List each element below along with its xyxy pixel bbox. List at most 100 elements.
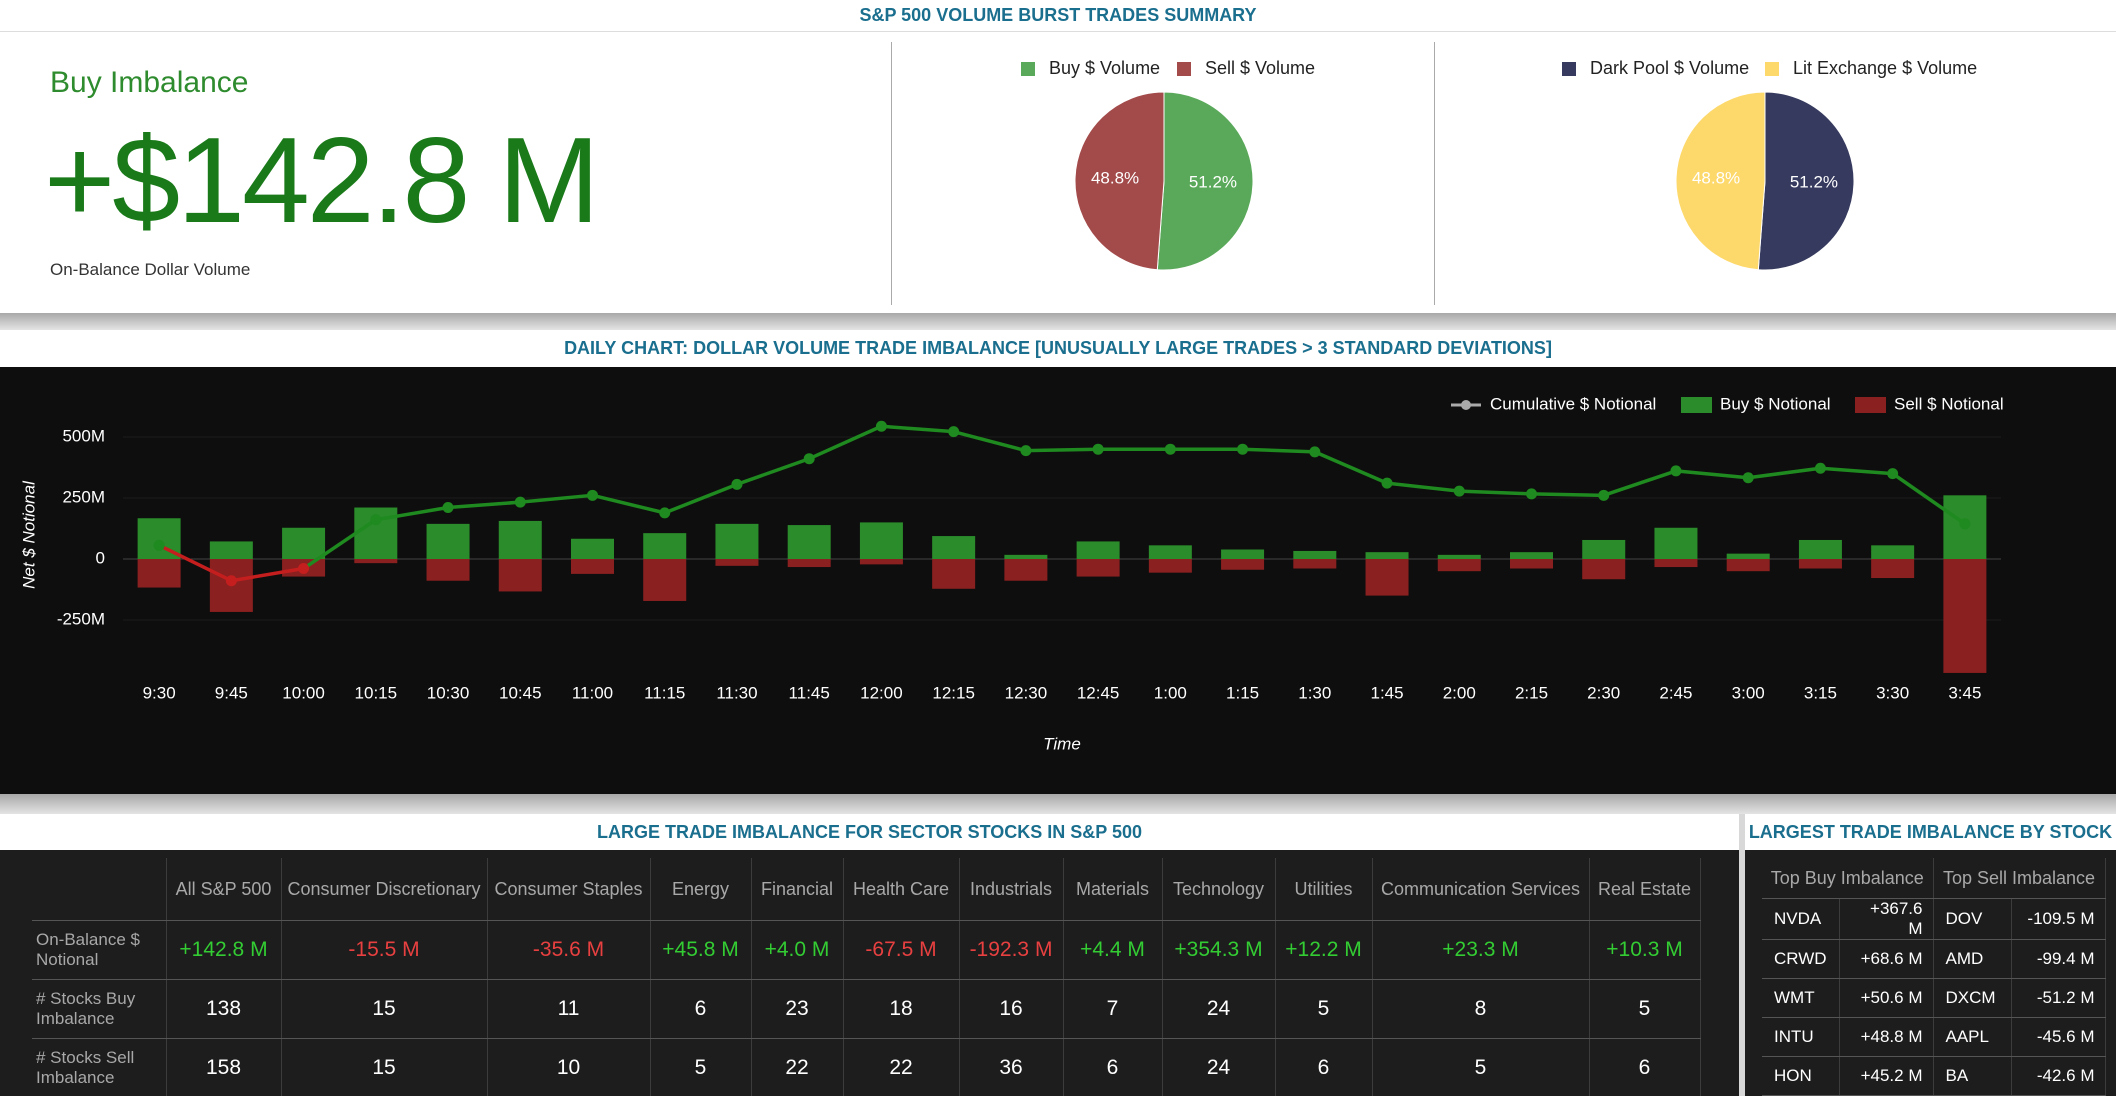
- pie-charts: 51.2% Buy $ Volume 48.8% Sell $ Volume 51.2%…: [1021, 58, 1977, 271]
- pie-slice: [1156, 91, 1254, 271]
- legend-label: Sell $ Volume: [1205, 58, 1315, 78]
- bar: [1654, 527, 1698, 559]
- bar: [787, 525, 831, 559]
- x-tick-label: 2:15: [1515, 683, 1548, 702]
- legend-swatch: [1562, 62, 1576, 76]
- separator: [0, 313, 2116, 330]
- line-point: [1526, 488, 1537, 500]
- line-segment: [1820, 466, 1893, 476]
- line-point: [1670, 465, 1682, 477]
- table-cell: 5: [1372, 1038, 1590, 1096]
- imbalance-cell: +50.6 M: [1839, 978, 1934, 1018]
- bar: [643, 533, 687, 559]
- line-segment: [447, 500, 521, 510]
- bar: [426, 559, 470, 581]
- bar: [1076, 541, 1120, 559]
- line-segment: [231, 566, 304, 583]
- table-cell: +23.3 M: [1372, 920, 1590, 980]
- bar: [1365, 552, 1409, 559]
- kpi-caption: On-Balance Dollar Volume: [50, 260, 251, 279]
- table-row: HON +45.2 M BA -42.6 M: [1762, 1056, 2106, 1096]
- line-segment: [1747, 466, 1821, 480]
- legend-label: Lit Exchange $ Volume: [1793, 58, 1977, 78]
- table-cell: 7: [1063, 979, 1163, 1039]
- bar: [1437, 559, 1481, 572]
- table-cell: +10.3 M: [1589, 920, 1701, 980]
- column-header: All S&P 500: [166, 858, 282, 921]
- table-cell: 36: [959, 1038, 1064, 1096]
- bar: [498, 559, 542, 592]
- line-segment: [1459, 489, 1532, 496]
- corner-cell: [32, 858, 167, 921]
- line-point: [1453, 485, 1465, 497]
- line-segment: [1025, 447, 1099, 453]
- imbalance-cell: +68.6 M: [1839, 939, 1934, 979]
- column-header: Utilities: [1275, 858, 1373, 921]
- legend-marker: [1461, 400, 1471, 410]
- x-tick-label: 9:45: [215, 683, 248, 702]
- separator: [0, 794, 2116, 814]
- table-cell: 22: [843, 1038, 960, 1096]
- summary-panel: Buy Imbalance +$142.8 M On-Balance Dolla…: [0, 32, 2116, 313]
- table-cell: +142.8 M: [166, 920, 282, 980]
- legend-swatch: [1177, 62, 1191, 76]
- line-point: [1742, 472, 1754, 484]
- ticker-cell: INTU: [1762, 1017, 1840, 1057]
- legend-swatch: [1765, 62, 1779, 76]
- line-point: [1092, 443, 1104, 455]
- table-cell: 8: [1372, 979, 1590, 1039]
- row-label: # Stocks Sell Imbalance: [32, 1038, 167, 1096]
- sector-title-bar: LARGE TRADE IMBALANCE FOR SECTOR STOCKS …: [0, 814, 1739, 850]
- table-cell: 6: [650, 979, 752, 1039]
- table-row: NVDA +367.6 M DOV -109.5 M: [1762, 898, 2106, 940]
- sector-panel: LARGE TRADE IMBALANCE FOR SECTOR STOCKS …: [0, 814, 1739, 1096]
- imbalance-cell: -51.2 M: [2011, 978, 2106, 1018]
- imbalance-cell: -42.6 M: [2011, 1056, 2106, 1096]
- legend-label: Cumulative $ Notional: [1490, 394, 1656, 413]
- line-point: [803, 453, 815, 465]
- bar: [1148, 559, 1192, 573]
- line-point: [1887, 468, 1899, 480]
- x-tick-label: 1:00: [1154, 683, 1187, 702]
- bar: [1871, 559, 1915, 579]
- line-point: [875, 420, 887, 432]
- stock-title: LARGEST TRADE IMBALANCE BY STOCK: [1748, 822, 2113, 842]
- x-tick-label: 12:30: [1005, 683, 1048, 702]
- line-segment: [1242, 447, 1315, 454]
- x-tick-label: 3:30: [1876, 683, 1909, 702]
- stock-panel: LARGEST TRADE IMBALANCE BY STOCK Top Buy…: [1745, 814, 2116, 1096]
- dashboard-title: S&P 500 VOLUME BURST TRADES SUMMARY: [859, 5, 1257, 25]
- table-cell: 16: [959, 979, 1064, 1039]
- table-cell: -15.5 M: [281, 920, 488, 980]
- bar: [498, 520, 542, 559]
- line-segment: [736, 457, 810, 486]
- sector-table: All S&P 500 Consumer Discretionary Consume…: [32, 858, 1701, 1096]
- x-tick-label: 11:45: [789, 683, 830, 702]
- x-tick-label: 1:45: [1370, 683, 1403, 702]
- bar: [1726, 553, 1770, 559]
- table-cell: -67.5 M: [843, 920, 960, 980]
- bar: [1798, 559, 1842, 569]
- x-tick-label: 12:45: [1077, 683, 1120, 702]
- table-cell: 10: [487, 1038, 651, 1096]
- legend-swatch: [1681, 397, 1712, 413]
- bar: [1004, 559, 1048, 581]
- bar: [1510, 552, 1553, 559]
- line-point: [1814, 462, 1826, 474]
- pie-slice: [1074, 91, 1165, 271]
- line-segment: [158, 543, 233, 583]
- table-cell: 6: [1063, 1038, 1163, 1096]
- legend-swatch: [1855, 397, 1886, 413]
- y-tick-label: 0: [96, 548, 105, 567]
- table-cell: 24: [1162, 1038, 1276, 1096]
- bar: [1871, 545, 1915, 559]
- bar: [571, 559, 614, 574]
- line-point: [1598, 489, 1610, 501]
- column-header: Communication Services: [1372, 858, 1590, 921]
- bar: [1582, 559, 1626, 580]
- bar: [932, 536, 976, 559]
- x-tick-label: 2:30: [1587, 683, 1620, 702]
- bar: [1221, 559, 1265, 570]
- imbalance-cell: +48.8 M: [1839, 1017, 1934, 1057]
